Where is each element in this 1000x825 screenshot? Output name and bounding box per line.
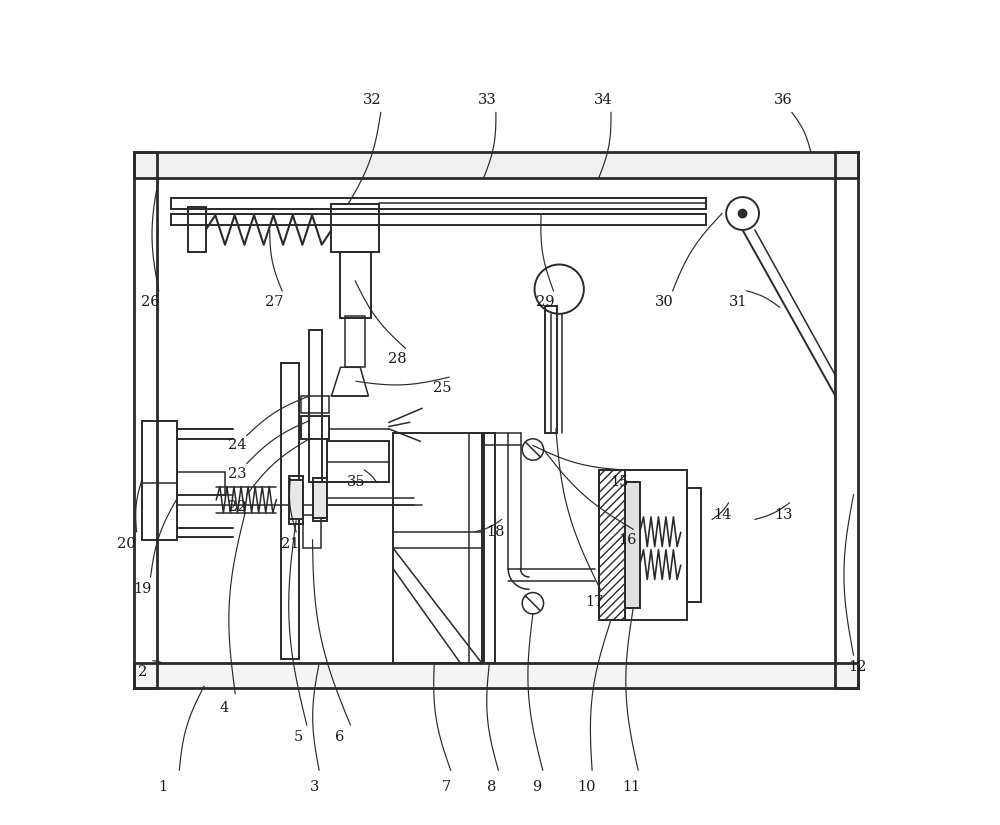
Text: 13: 13 <box>774 508 793 522</box>
Text: 2: 2 <box>138 664 147 678</box>
Bar <box>835 152 858 688</box>
Text: 8: 8 <box>487 780 496 794</box>
Text: 30: 30 <box>655 295 674 309</box>
Bar <box>599 470 625 620</box>
Text: 3: 3 <box>310 780 320 794</box>
Bar <box>134 152 157 688</box>
Text: 32: 32 <box>363 93 382 107</box>
Text: 12: 12 <box>848 660 867 674</box>
Text: 18: 18 <box>487 525 505 539</box>
Bar <box>545 305 557 433</box>
Text: 35: 35 <box>347 475 365 489</box>
Text: 24: 24 <box>228 438 246 452</box>
Bar <box>301 416 329 439</box>
Text: 21: 21 <box>281 537 300 551</box>
Bar <box>188 207 206 252</box>
Text: 22: 22 <box>228 500 246 514</box>
Bar <box>484 433 495 663</box>
Text: 1: 1 <box>158 780 167 794</box>
Text: 11: 11 <box>622 780 641 794</box>
Bar <box>289 476 303 524</box>
Bar <box>171 214 706 225</box>
Bar <box>469 433 482 663</box>
Text: 14: 14 <box>713 508 731 522</box>
Bar <box>313 478 327 521</box>
Bar <box>301 396 329 412</box>
Bar <box>625 470 687 620</box>
Bar <box>313 482 327 518</box>
Text: 29: 29 <box>536 295 554 309</box>
Text: 17: 17 <box>585 595 604 609</box>
Text: 5: 5 <box>294 730 303 744</box>
Text: 16: 16 <box>618 533 637 547</box>
Bar <box>599 470 625 620</box>
Text: 15: 15 <box>610 475 628 489</box>
Text: 6: 6 <box>335 730 344 744</box>
Text: 31: 31 <box>729 295 748 309</box>
Text: 25: 25 <box>433 381 452 395</box>
Bar <box>331 205 379 252</box>
Bar <box>303 516 321 548</box>
Bar <box>281 363 299 659</box>
Text: 7: 7 <box>442 780 451 794</box>
Bar <box>327 441 389 483</box>
Bar <box>134 663 858 688</box>
Text: 19: 19 <box>133 582 152 596</box>
Bar <box>309 330 322 483</box>
Text: 34: 34 <box>593 93 612 107</box>
Text: 26: 26 <box>141 295 160 309</box>
Text: 27: 27 <box>265 295 283 309</box>
Bar <box>134 152 858 178</box>
Bar <box>393 433 482 663</box>
Bar <box>177 472 225 495</box>
Bar <box>171 198 706 209</box>
Text: 10: 10 <box>577 780 596 794</box>
Polygon shape <box>331 367 368 396</box>
Text: 36: 36 <box>774 93 793 107</box>
Text: 4: 4 <box>220 701 229 715</box>
Text: 20: 20 <box>117 537 135 551</box>
Text: 28: 28 <box>388 352 407 366</box>
Bar <box>142 421 177 540</box>
Bar <box>289 480 303 520</box>
Text: 33: 33 <box>478 93 497 107</box>
Text: 23: 23 <box>228 467 246 481</box>
Bar <box>345 316 365 367</box>
Circle shape <box>738 210 747 218</box>
Text: 9: 9 <box>532 780 542 794</box>
Bar <box>625 482 640 608</box>
Bar <box>687 488 701 601</box>
Bar <box>340 252 371 318</box>
